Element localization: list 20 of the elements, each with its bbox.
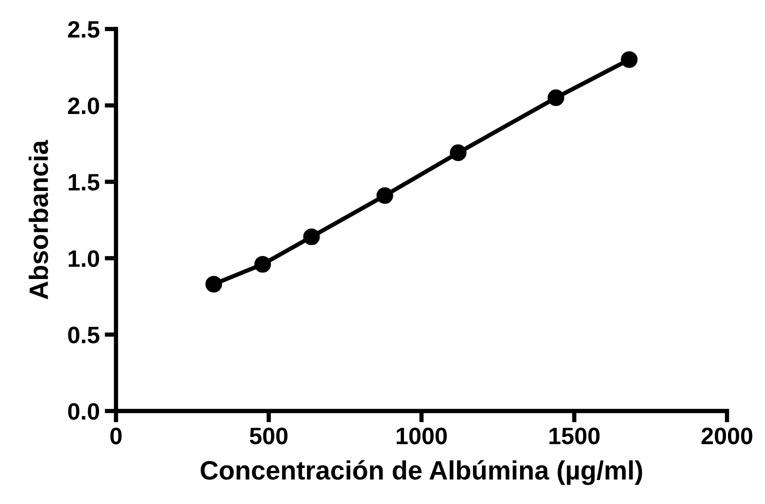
x-tick-label: 1500 — [549, 428, 600, 444]
x-tick-label: 1000 — [396, 428, 447, 444]
point — [303, 228, 320, 246]
x-tick-label: 0 — [110, 428, 122, 444]
y-tick-label: 2.0 — [68, 97, 100, 114]
point — [254, 256, 271, 273]
y-tick-label: 0.0 — [68, 403, 100, 420]
point — [205, 276, 222, 293]
x-tick-label: 2000 — [702, 428, 752, 444]
y-tick-label: 0.5 — [68, 326, 100, 344]
point — [450, 144, 466, 162]
y-tick-label: 1.5 — [68, 174, 100, 191]
x-tick-label: 500 — [250, 428, 288, 444]
point — [620, 51, 638, 68]
point — [548, 89, 564, 106]
x-axis-title: Concentración de Albúmina (µg/ml) — [200, 460, 642, 486]
y-tick-label: 2.5 — [68, 21, 100, 38]
y-tick-label: 1.0 — [68, 250, 100, 267]
y-axis-title: Absorbancia — [28, 140, 48, 300]
point — [376, 187, 394, 204]
